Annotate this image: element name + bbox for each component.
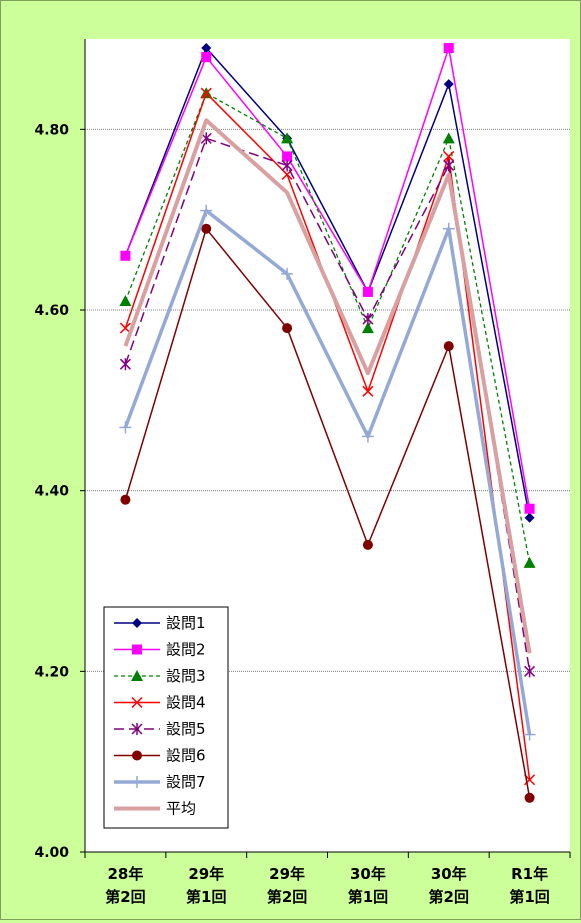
- marker-stroke: [362, 385, 374, 397]
- legend: 設問1 設問2 設問3 設問4 設問5 設問6 設問7 平均: [103, 606, 229, 829]
- data-point: [281, 267, 294, 280]
- legend-item: 設問4: [114, 694, 206, 712]
- x-tick-label: 30年: [350, 865, 386, 883]
- data-point: [443, 341, 454, 352]
- x-tick-label: 第2回: [429, 888, 469, 906]
- legend-label: 設問6: [166, 747, 206, 765]
- data-point: [362, 286, 373, 297]
- y-tick-label: 4.80: [34, 122, 69, 138]
- marker-stroke: [131, 696, 143, 709]
- legend-item: 設問6: [114, 747, 206, 765]
- series-7: [119, 204, 536, 741]
- data-point: [132, 618, 142, 628]
- y-tick-label: 4.20: [34, 664, 69, 680]
- data-point: [524, 512, 535, 523]
- legend-label: 設問4: [166, 694, 206, 712]
- legend-item: 設問2: [114, 641, 206, 659]
- data-point: [131, 776, 143, 788]
- x-tick-label: 第2回: [267, 888, 307, 906]
- data-point: [131, 696, 143, 709]
- x-tick-label: 第1回: [348, 888, 388, 906]
- data-point: [442, 132, 455, 144]
- legend-item: 設問1: [114, 614, 206, 632]
- data-point: [119, 358, 131, 371]
- series-6: [120, 223, 535, 803]
- y-tick-label: 4.00: [34, 845, 69, 861]
- series-2: [120, 43, 535, 514]
- x-tick-label: 第2回: [105, 888, 145, 906]
- legend-item: 設問3: [114, 667, 206, 685]
- data-point: [201, 52, 212, 63]
- data-point: [120, 494, 131, 505]
- data-point: [132, 644, 142, 655]
- data-point: [443, 159, 455, 172]
- data-point: [119, 294, 132, 306]
- series-line: [124, 92, 531, 564]
- data-point: [119, 421, 132, 434]
- x-tick-label: 第1回: [509, 888, 549, 906]
- data-point: [200, 87, 212, 99]
- data-point: [132, 750, 142, 761]
- x-tick-label: 29年: [188, 865, 224, 883]
- data-point: [282, 151, 293, 162]
- legend-label: 設問3: [166, 667, 206, 685]
- series-8: [123, 118, 532, 654]
- data-point: [281, 132, 294, 144]
- legend-item: 平均: [114, 800, 196, 818]
- series-line: [124, 227, 531, 798]
- data-point: [201, 223, 212, 234]
- data-point: [524, 665, 536, 678]
- data-point: [282, 323, 293, 334]
- data-point: [524, 503, 535, 514]
- y-tick-label: 4.60: [34, 303, 69, 319]
- data-point: [443, 150, 455, 162]
- data-point: [281, 159, 293, 172]
- legend-label: 平均: [166, 800, 196, 818]
- data-point: [200, 204, 213, 217]
- y-tick-label: 4.40: [34, 484, 69, 500]
- data-point: [120, 250, 131, 261]
- x-tick-label: 第1回: [186, 888, 226, 906]
- legend-label: 設問7: [166, 773, 206, 791]
- data-point: [442, 222, 455, 235]
- x-tick-label: 28年: [107, 865, 143, 883]
- legend-label: 設問2: [166, 641, 206, 659]
- marker-stroke: [443, 150, 455, 162]
- legend-label: 設問5: [166, 720, 206, 738]
- data-point: [361, 430, 374, 443]
- data-point: [362, 385, 374, 397]
- data-point: [443, 43, 454, 54]
- legend-item: 設問5: [114, 720, 206, 738]
- data-point: [201, 43, 212, 54]
- data-point: [362, 313, 374, 326]
- data-point: [523, 728, 536, 741]
- series-line: [123, 208, 532, 735]
- legend-box: [103, 606, 229, 829]
- x-tick-label: R1年: [511, 865, 548, 883]
- x-tick-label: 29年: [269, 865, 305, 883]
- series-line: [124, 47, 531, 509]
- series-line: [124, 47, 531, 518]
- marker-stroke: [119, 322, 131, 334]
- legend-item: 設問7: [114, 773, 206, 791]
- data-point: [131, 723, 143, 735]
- data-point: [524, 792, 535, 803]
- series-line: [123, 118, 532, 654]
- data-point: [361, 322, 374, 334]
- series-group: [119, 43, 536, 803]
- data-point: [362, 539, 373, 550]
- data-point: [443, 79, 454, 90]
- x-tick-label: 30年: [431, 865, 467, 883]
- legend-label: 設問1: [166, 614, 206, 632]
- marker-stroke: [200, 87, 212, 99]
- data-point: [131, 670, 143, 681]
- data-point: [523, 556, 536, 568]
